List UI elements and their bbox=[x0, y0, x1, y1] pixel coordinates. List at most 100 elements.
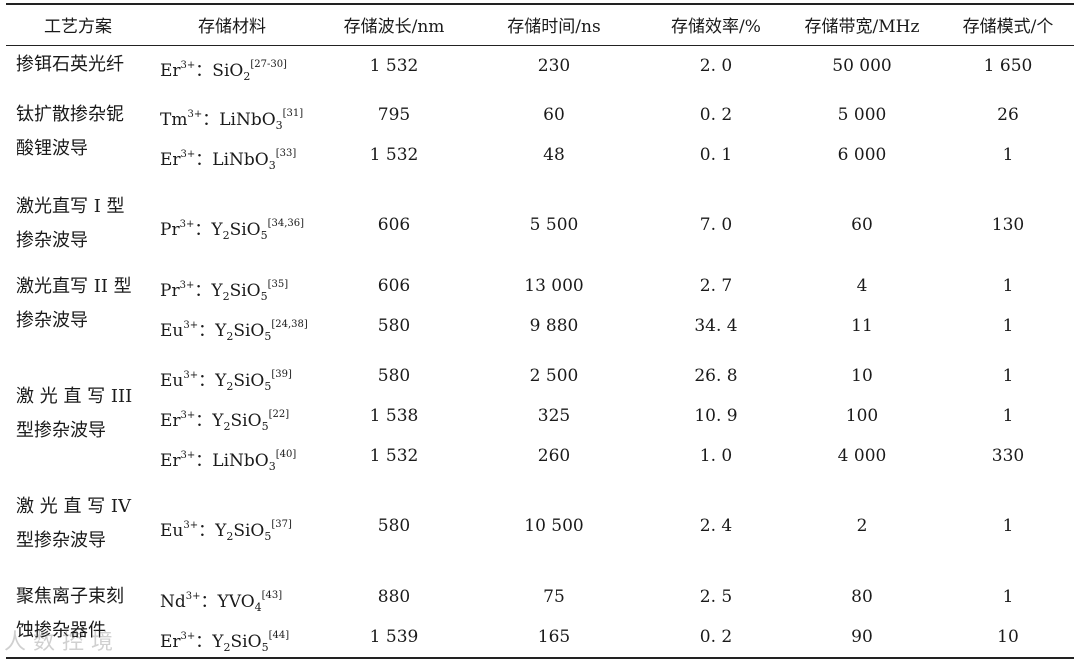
process-label-line: 掺杂波导 bbox=[16, 230, 88, 251]
material-reference: [35] bbox=[267, 279, 289, 290]
material-host-sub2: 5 bbox=[264, 530, 272, 543]
cell-bandwidth: 4 000 bbox=[837, 446, 887, 466]
cell-wavelength: 795 bbox=[377, 105, 411, 125]
material-host-sub: 2 bbox=[243, 70, 251, 83]
material-ion: Eu bbox=[160, 371, 184, 391]
material-host: SiO bbox=[212, 61, 244, 81]
cell-wavelength: 1 532 bbox=[369, 145, 419, 165]
material-host: LiNbO bbox=[212, 451, 269, 471]
header-bandwidth: 存储带宽/MHz bbox=[804, 17, 920, 37]
process-label-line: 型掺杂波导 bbox=[16, 530, 106, 551]
cell-modes: 1 bbox=[1002, 316, 1014, 336]
material-colon: ： bbox=[198, 371, 216, 391]
process-label-line: 激光直写 II 型 bbox=[16, 276, 132, 297]
process-label: 激光直写 I 型掺杂波导 bbox=[16, 190, 125, 258]
material-charge: 3+ bbox=[180, 149, 196, 160]
process-label-line: 聚焦离子束刻 bbox=[16, 586, 124, 607]
material-reference: [22] bbox=[268, 409, 290, 420]
table-top-rule bbox=[6, 3, 1074, 5]
storage-material: Pr3+：Y2SiO5[34,36] bbox=[160, 215, 304, 242]
cell-bandwidth: 11 bbox=[851, 316, 873, 336]
material-host-sub2: 5 bbox=[260, 290, 268, 303]
cell-time: 9 880 bbox=[529, 316, 579, 336]
material-colon: ： bbox=[200, 592, 218, 612]
material-host-sub: 2 bbox=[223, 641, 231, 654]
cell-efficiency: 2. 5 bbox=[699, 587, 733, 607]
cell-bandwidth: 2 bbox=[856, 516, 868, 536]
cell-modes: 130 bbox=[991, 215, 1025, 235]
material-host: LiNbO bbox=[212, 150, 269, 170]
cell-modes: 1 bbox=[1002, 516, 1014, 536]
cell-wavelength: 1 538 bbox=[369, 406, 419, 426]
cell-modes: 1 650 bbox=[983, 56, 1033, 76]
process-label: 聚焦离子束刻 蚀掺杂器件 bbox=[16, 580, 124, 648]
material-host-tail: SiO bbox=[229, 220, 261, 240]
material-colon: ： bbox=[194, 281, 212, 301]
cell-efficiency: 2. 0 bbox=[699, 56, 733, 76]
table-bottom-rule bbox=[6, 657, 1074, 659]
cell-bandwidth: 10 bbox=[851, 366, 873, 386]
cell-bandwidth: 5 000 bbox=[837, 105, 887, 125]
material-host: Y bbox=[212, 411, 224, 431]
storage-material: Eu3+：Y2SiO5[24,38] bbox=[160, 316, 308, 343]
material-reference: [39] bbox=[271, 369, 292, 380]
material-charge: 3+ bbox=[183, 320, 199, 331]
material-reference: [31] bbox=[282, 108, 304, 119]
cell-time: 13 000 bbox=[524, 276, 584, 296]
storage-material: Er3+：LiNbO3[33] bbox=[160, 145, 296, 172]
cell-modes: 1 bbox=[1002, 587, 1014, 607]
process-label-line: 型掺杂波导 bbox=[16, 420, 106, 441]
material-charge: 3+ bbox=[180, 450, 196, 461]
material-host-sub2: 5 bbox=[261, 641, 269, 654]
material-host-sub: 2 bbox=[226, 530, 234, 543]
cell-wavelength: 1 539 bbox=[369, 627, 419, 647]
material-ion: Eu bbox=[160, 321, 184, 341]
material-charge: 3+ bbox=[180, 60, 196, 71]
material-charge: 3+ bbox=[183, 370, 199, 381]
material-charge: 3+ bbox=[185, 591, 201, 602]
material-host: Y bbox=[215, 371, 227, 391]
cell-efficiency: 0. 2 bbox=[699, 105, 733, 125]
cell-time: 230 bbox=[537, 56, 571, 76]
material-host-sub: 2 bbox=[223, 420, 231, 433]
cell-time: 260 bbox=[537, 446, 571, 466]
material-ion: Eu bbox=[160, 521, 184, 541]
storage-material: Er3+：Y2SiO5[44] bbox=[160, 627, 289, 654]
storage-material: Tm3+：LiNbO3[31] bbox=[160, 105, 303, 132]
cell-time: 48 bbox=[543, 145, 565, 165]
material-charge: 3+ bbox=[180, 410, 196, 421]
process-label: 钛扩散掺杂铌 酸锂波导 bbox=[16, 98, 124, 166]
material-reference: [34,36] bbox=[267, 218, 305, 229]
material-host-sub: 3 bbox=[268, 460, 276, 473]
header-modes: 存储模式/个 bbox=[962, 17, 1054, 37]
cell-wavelength: 606 bbox=[377, 215, 411, 235]
storage-material: Eu3+：Y2SiO5[37] bbox=[160, 516, 292, 543]
material-host: Y bbox=[212, 632, 224, 652]
cell-efficiency: 34. 4 bbox=[694, 316, 738, 336]
storage-material: Eu3+：Y2SiO5[39] bbox=[160, 366, 292, 393]
cell-efficiency: 2. 4 bbox=[699, 516, 733, 536]
cell-efficiency: 0. 1 bbox=[699, 145, 733, 165]
material-colon: ： bbox=[198, 521, 216, 541]
material-host-tail: SiO bbox=[230, 632, 262, 652]
material-ion: Nd bbox=[160, 592, 186, 612]
cell-wavelength: 1 532 bbox=[369, 56, 419, 76]
material-reference: [37] bbox=[271, 519, 292, 530]
cell-bandwidth: 50 000 bbox=[832, 56, 892, 76]
material-ion: Pr bbox=[160, 281, 180, 301]
material-host-sub2: 5 bbox=[261, 420, 269, 433]
material-reference: [40] bbox=[275, 449, 297, 460]
cell-time: 325 bbox=[537, 406, 571, 426]
material-ion: Tm bbox=[160, 110, 188, 130]
header-material: 存储材料 bbox=[198, 17, 266, 37]
material-colon: ： bbox=[202, 110, 220, 130]
material-colon: ： bbox=[195, 451, 213, 471]
header-efficiency: 存储效率/% bbox=[671, 17, 761, 37]
cell-wavelength: 880 bbox=[377, 587, 411, 607]
material-host-sub: 3 bbox=[275, 119, 283, 132]
material-colon: ： bbox=[195, 411, 213, 431]
material-ion: Er bbox=[160, 150, 181, 170]
cell-wavelength: 580 bbox=[377, 316, 411, 336]
process-label: 激 光 直 写 IV 型掺杂波导 bbox=[16, 490, 131, 558]
